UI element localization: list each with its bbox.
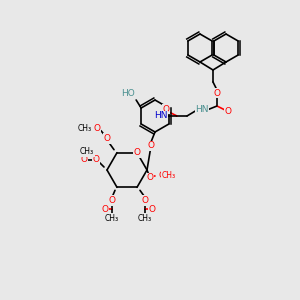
Text: CH₃: CH₃ [78,124,92,133]
Text: O: O [214,88,220,98]
Text: O: O [134,148,140,157]
Text: CH₃: CH₃ [80,148,94,157]
Text: CH₃: CH₃ [105,214,119,223]
Text: O: O [80,155,88,164]
Text: O: O [109,196,116,205]
Text: O: O [158,172,166,181]
Text: O: O [148,205,155,214]
Text: HO: HO [122,88,135,98]
Text: O: O [101,205,109,214]
Text: O: O [146,173,154,182]
Text: O: O [148,142,154,151]
Text: O: O [224,106,232,116]
Text: O: O [142,196,148,205]
Text: O: O [92,155,100,164]
Text: HN: HN [195,106,209,115]
Text: CH₃: CH₃ [162,172,176,181]
Text: O: O [103,134,110,143]
Text: CH₃: CH₃ [138,214,152,223]
Text: O: O [94,124,100,133]
Text: HN: HN [154,112,168,121]
Text: O: O [163,104,170,113]
